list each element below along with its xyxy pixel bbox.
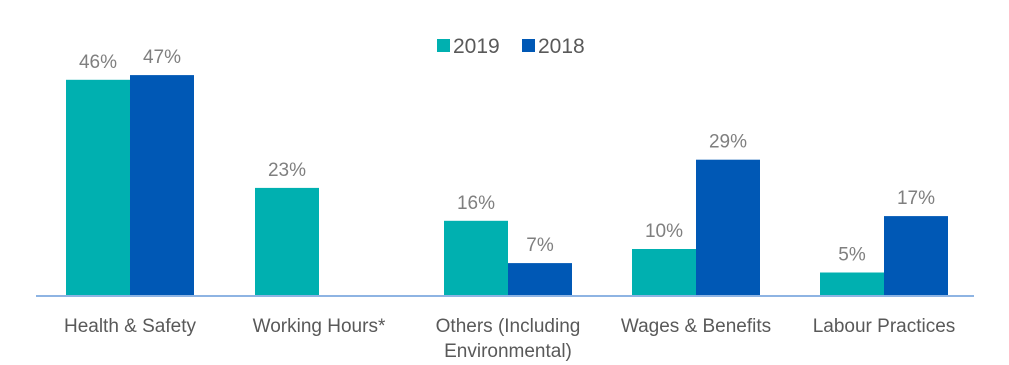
bar-2019-4 — [820, 272, 884, 296]
category-label-3: Wages & Benefits — [621, 316, 771, 337]
legend: 2019 2018 — [437, 35, 585, 58]
category-label-4: Labour Practices — [813, 316, 956, 337]
category-label-2-line-1: Environmental) — [444, 341, 572, 362]
data-label-2018-3: 29% — [709, 132, 747, 153]
bar-2018-2 — [508, 263, 572, 296]
category-label-2-line-0: Others (Including — [436, 316, 581, 337]
category-label-1: Working Hours* — [253, 316, 386, 337]
bar-2018-4 — [884, 216, 948, 296]
bars — [66, 75, 948, 296]
data-labels: 46% 23% 16% 10% 5% 47% 7% 29% 17% — [79, 47, 935, 265]
data-label-2019-0: 46% — [79, 52, 117, 73]
bar-2019-0 — [66, 79, 130, 296]
bar-2019-1 — [255, 187, 319, 296]
category-label-0: Health & Safety — [64, 316, 197, 337]
legend-swatch-2018 — [522, 39, 535, 52]
data-label-2019-2: 16% — [457, 193, 495, 214]
bar-2019-3 — [632, 249, 696, 296]
data-label-2019-4: 5% — [838, 245, 866, 266]
legend-swatch-2019 — [437, 39, 450, 52]
legend-label-2018: 2018 — [538, 35, 585, 58]
bar-2018-3 — [696, 159, 760, 296]
data-label-2019-3: 10% — [645, 221, 683, 242]
data-label-2018-2: 7% — [526, 235, 554, 256]
legend-label-2019: 2019 — [453, 35, 500, 58]
bar-2018-0 — [130, 75, 194, 296]
data-label-2019-1: 23% — [268, 160, 306, 181]
data-label-2018-0: 47% — [143, 47, 181, 68]
data-label-2018-4: 17% — [897, 188, 935, 209]
category-labels: Health & Safety Working Hours* Others (Inc… — [64, 316, 955, 362]
bar-2019-2 — [444, 220, 508, 296]
